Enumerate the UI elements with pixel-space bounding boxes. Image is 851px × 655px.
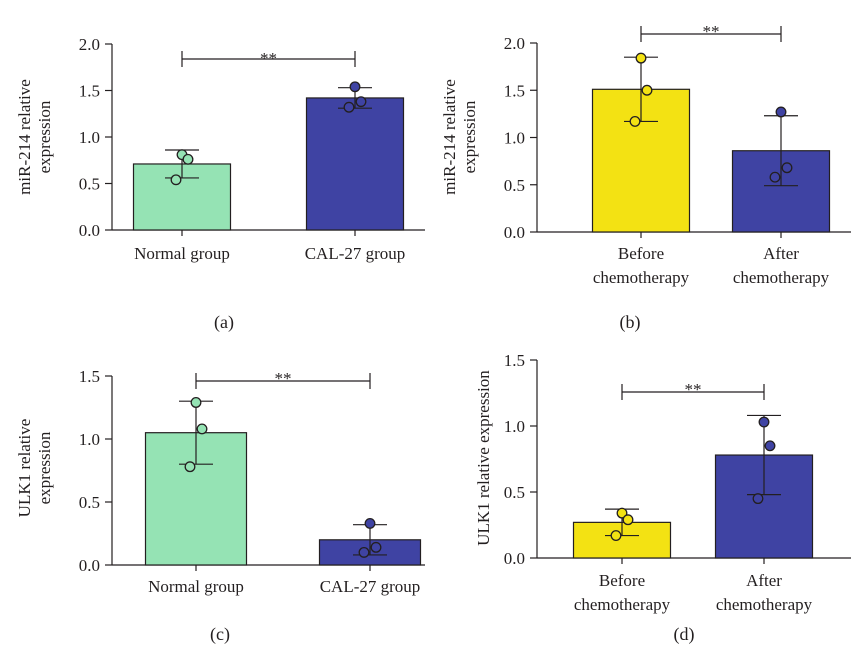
x-tick-label: chemotherapy bbox=[593, 268, 690, 287]
x-tick-label: Normal group bbox=[148, 577, 244, 596]
y-tick-label: 0.0 bbox=[504, 223, 525, 242]
x-tick-label: chemotherapy bbox=[574, 595, 671, 614]
data-point bbox=[182, 153, 194, 165]
y-axis-label: miR-214 relative bbox=[15, 79, 34, 195]
data-point bbox=[635, 52, 647, 64]
data-point bbox=[170, 174, 182, 186]
y-tick-label: 0.0 bbox=[79, 556, 100, 575]
data-point bbox=[781, 162, 793, 174]
x-tick-label: chemotherapy bbox=[733, 268, 830, 287]
y-tick-label: 1.5 bbox=[504, 81, 525, 100]
bar bbox=[305, 97, 405, 231]
y-tick-label: 1.0 bbox=[79, 128, 100, 147]
data-point bbox=[370, 541, 382, 553]
y-tick-label: 0.0 bbox=[79, 221, 100, 240]
x-tick-label: CAL-27 group bbox=[320, 577, 421, 596]
y-tick-label: 0.0 bbox=[504, 549, 525, 568]
y-axis-label: ULK1 relative bbox=[15, 419, 34, 518]
y-axis-label: expression bbox=[35, 100, 54, 173]
x-tick-label: chemotherapy bbox=[716, 595, 813, 614]
panel-c: 0.0 0.5 1.0 1.5 ULK1 relative expression Norma… bbox=[0, 350, 425, 620]
y-tick-label: 1.5 bbox=[504, 351, 525, 370]
panel-label-a: (a) bbox=[214, 312, 234, 332]
panel-d: 0.0 0.5 1.0 1.5 ULK1 relative expression Befo… bbox=[425, 340, 851, 622]
data-point bbox=[610, 530, 622, 542]
chart-a: 0.0 0.5 1.0 1.5 2.0 miR-214 relative expressio… bbox=[15, 35, 425, 263]
x-tick-label: Before bbox=[618, 244, 664, 263]
data-point bbox=[775, 106, 787, 118]
panel-label-b: (b) bbox=[619, 312, 641, 332]
significance-label: ** bbox=[275, 369, 292, 388]
chart-b: 0.0 0.5 1.0 1.5 2.0 miR-214 relative expressio… bbox=[440, 22, 851, 287]
y-tick-label: 0.5 bbox=[79, 175, 100, 194]
y-tick-label: 0.5 bbox=[504, 483, 525, 502]
y-tick-label: 1.0 bbox=[79, 430, 100, 449]
data-point bbox=[364, 517, 376, 529]
significance-label: ** bbox=[260, 49, 277, 68]
data-point bbox=[758, 416, 770, 428]
data-point bbox=[355, 96, 367, 108]
x-tick-label: Before bbox=[599, 571, 645, 590]
data-point bbox=[349, 81, 361, 93]
data-point bbox=[343, 101, 355, 113]
y-axis-label: expression bbox=[460, 100, 479, 173]
x-tick-label: After bbox=[746, 571, 782, 590]
chart-d: 0.0 0.5 1.0 1.5 ULK1 relative expression Befo… bbox=[474, 351, 851, 614]
x-tick-label: CAL-27 group bbox=[305, 244, 406, 263]
data-point bbox=[629, 115, 641, 127]
y-tick-label: 0.5 bbox=[504, 176, 525, 195]
data-point bbox=[184, 461, 196, 473]
chart-c: 0.0 0.5 1.0 1.5 ULK1 relative expression Norma… bbox=[15, 367, 425, 596]
data-point bbox=[190, 397, 202, 408]
panel-label-d: (d) bbox=[673, 624, 695, 644]
y-axis-label: expression bbox=[35, 431, 54, 504]
panel-label-c: (c) bbox=[210, 624, 230, 644]
y-tick-label: 1.0 bbox=[504, 417, 525, 436]
y-tick-label: 1.5 bbox=[79, 367, 100, 386]
data-point bbox=[622, 514, 634, 526]
y-tick-label: 1.5 bbox=[79, 82, 100, 101]
data-point bbox=[764, 440, 776, 452]
y-tick-label: 2.0 bbox=[79, 35, 100, 54]
significance-label: ** bbox=[685, 380, 702, 399]
significance-label: ** bbox=[703, 22, 720, 41]
y-tick-label: 1.0 bbox=[504, 129, 525, 148]
data-point bbox=[358, 546, 370, 558]
data-point bbox=[616, 507, 628, 519]
data-point bbox=[769, 171, 781, 183]
x-tick-label: Normal group bbox=[134, 244, 230, 263]
data-point bbox=[752, 493, 764, 505]
panel-a: 0.0 0.5 1.0 1.5 2.0 miR-214 relative expressio… bbox=[0, 0, 425, 300]
data-point bbox=[196, 423, 208, 435]
panel-b: 0.0 0.5 1.0 1.5 2.0 miR-214 relative expressio… bbox=[425, 0, 851, 305]
y-axis-label: ULK1 relative expression bbox=[474, 370, 493, 546]
data-point bbox=[641, 84, 653, 96]
y-axis-label: miR-214 relative bbox=[440, 79, 459, 195]
y-tick-label: 2.0 bbox=[504, 34, 525, 53]
x-tick-label: After bbox=[763, 244, 799, 263]
y-tick-label: 0.5 bbox=[79, 493, 100, 512]
